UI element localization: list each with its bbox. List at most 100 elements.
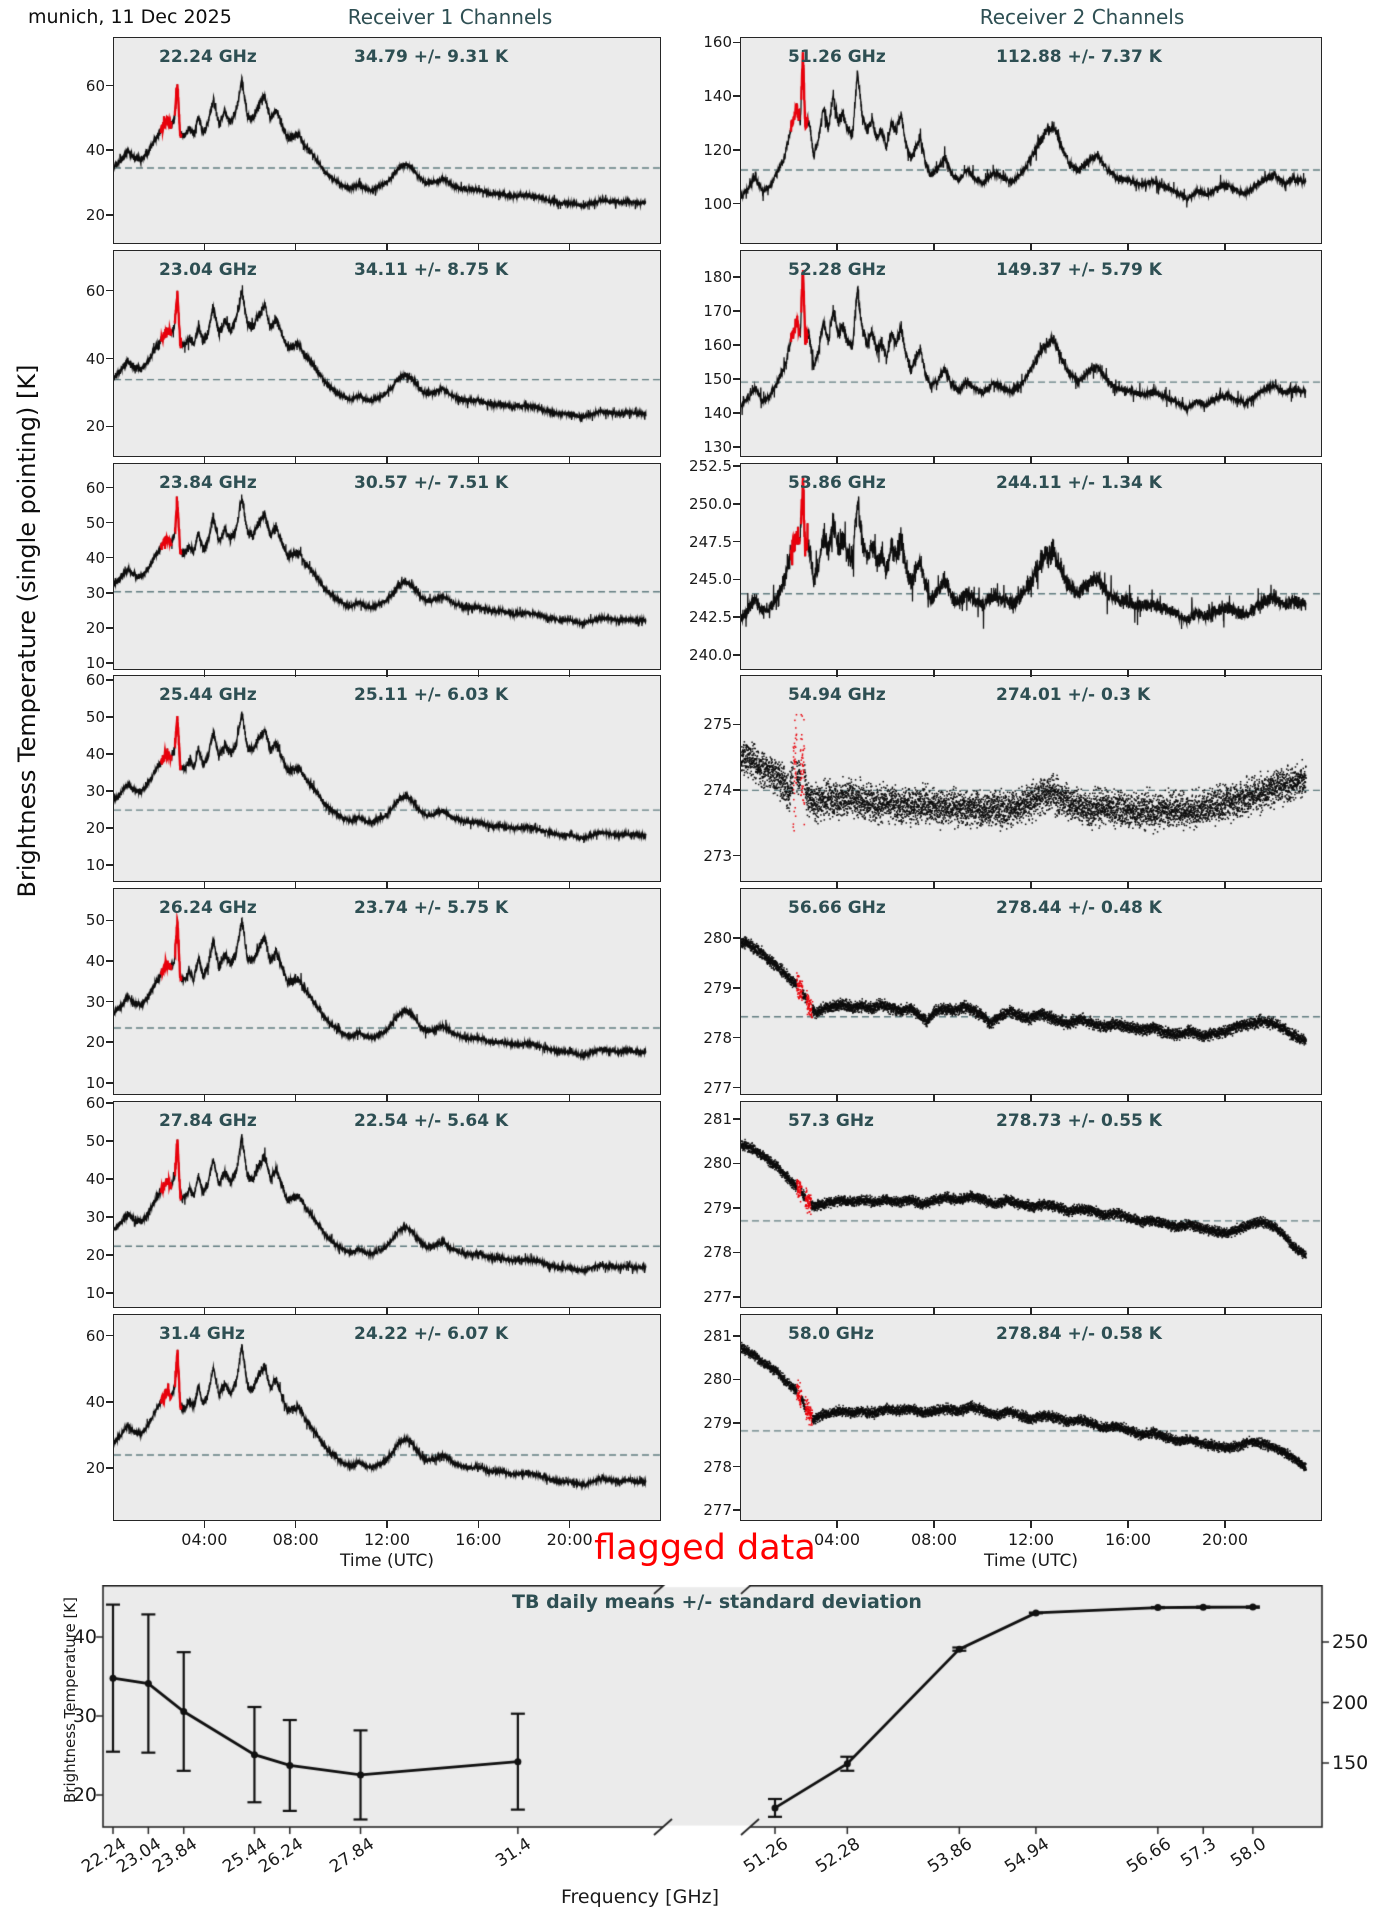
channel-frequency-label: 52.28 GHz [788,260,886,280]
x-tick-mark [1224,1521,1226,1528]
summary-chart-canvas [95,1585,1331,1837]
summary-left-tick-label: 40 [72,1626,97,1648]
y-tick-mark [733,578,740,581]
y-tick-label: 250.0 [689,494,732,513]
y-tick-label: 140 [703,87,732,106]
x-tick-mark [1127,1308,1129,1315]
y-tick-mark [733,854,740,857]
y-tick-mark [106,960,113,962]
y-tick-mark [106,289,113,292]
y-tick-mark [106,716,113,718]
channel-frequency-label: 54.94 GHz [788,685,886,705]
x-tick-mark [568,1308,571,1315]
x-tick-mark [1224,457,1226,464]
channel-frequency-label: 26.24 GHz [159,898,257,918]
y-tick-label: 60 [85,1093,105,1112]
x-tick-mark [203,1308,206,1315]
y-tick-label: 40 [85,745,105,764]
channel-panel-56.66 [740,888,1323,1096]
x-tick-mark [836,457,838,464]
y-tick-mark [106,627,113,629]
y-tick-label: 20 [85,1459,105,1477]
channel-mean-std-label: 278.73 +/- 0.55 K [996,1111,1162,1131]
page-title: munich, 11 Dec 2025 [28,6,232,28]
y-tick-mark [733,41,740,44]
y-tick-mark [733,202,740,205]
y-tick-label: 10 [85,1073,105,1092]
y-tick-label: 130 [703,437,732,456]
y-tick-mark [733,1251,740,1254]
y-tick-label: 50 [85,911,105,930]
y-tick-label: 252.5 [689,457,732,476]
channel-frequency-label: 23.84 GHz [159,473,257,493]
y-axis-label-main: Brightness Temperature (single pointing)… [13,364,41,898]
summary-right-tick-label: 150 [1332,1752,1369,1774]
channel-mean-std-label: 278.44 +/- 0.48 K [996,898,1162,918]
x-tick-mark [836,244,838,251]
y-tick-label: 50 [85,708,105,727]
time-tick-label: 12:00 [1007,1530,1055,1549]
x-tick-mark [386,882,388,889]
y-tick-label: 40 [85,1392,105,1411]
time-tick-label: 04:00 [181,1530,228,1549]
time-tick-label: 16:00 [1104,1530,1152,1549]
y-tick-label: 280 [703,928,732,947]
y-tick-mark [733,1509,740,1511]
x-tick-mark [386,1095,388,1102]
channel-panel-58 [740,1314,1323,1522]
y-tick-label: 277 [703,1287,732,1306]
y-tick-label: 40 [85,952,105,971]
y-tick-mark [106,1467,113,1469]
x-tick-mark [203,1521,206,1528]
x-tick-mark [203,1095,206,1102]
y-tick-mark [106,149,113,151]
y-tick-mark [106,864,113,866]
y-tick-label: 60 [85,76,105,95]
summary-left-tick-label: 30 [72,1705,97,1727]
x-tick-mark [933,244,935,251]
channel-trace-canvas [741,38,1323,245]
channel-panel-54.94 [740,675,1323,883]
y-tick-label: 30 [85,1207,105,1226]
y-tick-label: 150 [703,369,732,388]
y-tick-mark [106,521,113,524]
y-tick-mark [733,1378,740,1381]
channel-mean-std-label: 278.84 +/- 0.58 K [996,1324,1162,1344]
y-tick-label: 280 [703,1154,732,1173]
channel-trace-canvas [741,676,1323,883]
channel-trace-canvas [114,889,662,1096]
receiver2-column-title: Receiver 2 Channels [979,5,1185,29]
x-tick-mark [294,244,297,251]
y-tick-label: 281 [703,1109,732,1128]
time-tick-label: 04:00 [813,1530,861,1549]
channel-frequency-label: 56.66 GHz [788,898,886,918]
y-tick-label: 247.5 [689,532,732,551]
x-tick-mark [1224,1095,1226,1102]
channel-panel-23.04 [113,250,662,458]
y-tick-label: 277 [703,1078,732,1097]
y-tick-label: 20 [85,417,105,436]
x-tick-mark [477,1308,480,1315]
channel-mean-std-label: 30.57 +/- 7.51 K [354,473,509,493]
x-tick-mark [568,1095,571,1102]
x-tick-mark [477,1521,480,1528]
x-tick-mark [1030,457,1032,464]
x-tick-mark [568,670,571,677]
y-tick-label: 245.0 [689,570,732,589]
summary-chart-title: TB daily means +/- standard deviation [512,1591,922,1613]
x-axis-label-time-right: Time (UTC) [984,1551,1078,1571]
x-tick-mark [1127,670,1129,677]
x-tick-mark [1030,1521,1032,1528]
y-tick-label: 10 [85,653,105,672]
y-tick-label: 10 [85,1283,105,1302]
x-tick-mark [294,1521,297,1528]
y-tick-mark [106,214,113,216]
y-tick-label: 50 [85,1131,105,1150]
x-axis-label-time-left: Time (UTC) [340,1551,434,1571]
summary-right-tick-label: 200 [1332,1691,1369,1714]
y-tick-mark [733,276,740,278]
x-tick-mark [1224,1308,1226,1315]
x-tick-mark [477,670,480,677]
y-tick-mark [106,1041,113,1043]
y-tick-label: 281 [703,1326,732,1345]
